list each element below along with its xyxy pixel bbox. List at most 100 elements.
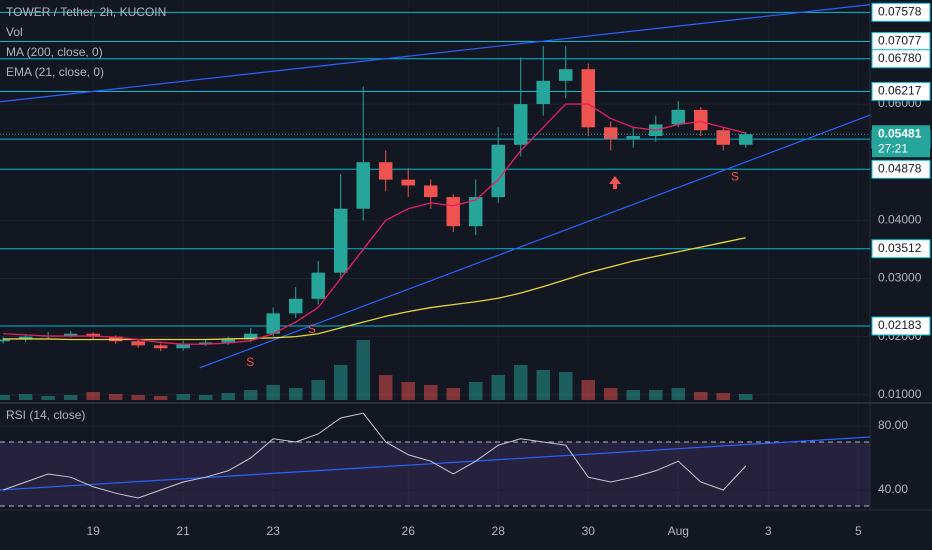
x-tick-label: 30 xyxy=(582,524,596,538)
volume-bar xyxy=(41,396,55,400)
volume-bar xyxy=(626,390,641,400)
level-label-box xyxy=(871,81,931,101)
candle-body xyxy=(491,144,505,198)
candle-body xyxy=(716,130,731,145)
candle-body xyxy=(311,272,325,299)
indicator-line xyxy=(3,237,746,341)
level-label-box xyxy=(871,49,931,69)
candle-body xyxy=(581,69,596,128)
volume-bar xyxy=(558,372,573,400)
x-tick-label: 23 xyxy=(267,524,281,538)
candle-body xyxy=(671,109,686,125)
y-tick-label: 0.04000 xyxy=(878,213,922,227)
volume-bar xyxy=(356,340,370,400)
candle-body xyxy=(153,345,168,349)
volume-bar xyxy=(198,395,213,400)
volume-bar xyxy=(221,393,235,400)
candle-body xyxy=(86,333,100,337)
volume-bar xyxy=(18,394,33,400)
level-label: 0.03512 xyxy=(878,241,922,255)
volume-bar xyxy=(0,395,10,400)
candle-body xyxy=(356,162,370,209)
rsi-line xyxy=(2,412,747,499)
volume-bar xyxy=(423,385,438,400)
volume-bar xyxy=(491,375,505,400)
candle-body xyxy=(468,197,483,227)
candle-body xyxy=(131,341,145,346)
level-label-box xyxy=(871,159,931,179)
volume-bar xyxy=(581,380,596,400)
y-tick-label: 80.00 xyxy=(878,418,908,432)
volume-bar xyxy=(536,370,550,400)
level-label-box xyxy=(871,2,931,22)
trend-line xyxy=(0,4,871,103)
candle-body xyxy=(176,343,190,349)
candle-body xyxy=(243,333,258,340)
volume-bar xyxy=(243,390,258,400)
level-label: 0.06780 xyxy=(878,51,922,65)
candle-body xyxy=(604,127,618,139)
level-label: 0.02183 xyxy=(878,318,922,332)
level-label: 0.06217 xyxy=(878,84,922,98)
level-label: 0.07077 xyxy=(878,34,922,48)
indicator-line xyxy=(3,103,746,345)
candle-body xyxy=(333,208,348,273)
annotation: S xyxy=(731,169,739,183)
candle-body xyxy=(626,136,641,139)
x-tick-label: 21 xyxy=(177,524,191,538)
volume-bar xyxy=(108,394,123,400)
candle-body xyxy=(446,197,460,227)
volume-bar xyxy=(86,392,100,400)
volume-bar xyxy=(604,388,618,400)
y-tick-label: 0.03000 xyxy=(878,271,922,285)
candle-body xyxy=(266,313,280,334)
candle-body xyxy=(18,336,33,340)
volume-bar xyxy=(716,393,731,400)
candle-body xyxy=(536,80,550,105)
indicator-label: RSI (14, close) xyxy=(6,408,85,422)
candle-body xyxy=(401,179,415,186)
volume-bar xyxy=(446,388,460,400)
volume-bar xyxy=(739,394,753,400)
candle-body xyxy=(694,109,708,131)
candle-body xyxy=(288,298,303,314)
indicator-label: MA (200, close, 0) xyxy=(6,45,103,59)
level-label: 0.07578 xyxy=(878,4,922,18)
last-price-box xyxy=(872,125,930,158)
volume-bar xyxy=(513,365,528,400)
y-tick-label: 0.01000 xyxy=(878,387,922,401)
candle-body xyxy=(739,134,753,145)
chart-title: TOWER / Tether, 2h, KUCOIN xyxy=(6,5,166,19)
x-tick-label: 28 xyxy=(492,524,506,538)
annotation: S xyxy=(308,322,316,336)
volume-bar xyxy=(311,380,325,400)
x-tick-label: 26 xyxy=(402,524,416,538)
level-label-box xyxy=(871,239,931,259)
candle-body xyxy=(0,339,10,342)
volume-bar xyxy=(333,365,348,400)
candle-body xyxy=(198,342,213,344)
annotation: S xyxy=(246,355,254,369)
indicator-label: EMA (21, close, 0) xyxy=(6,65,104,79)
trend-line xyxy=(199,114,871,369)
level-label: 0.04878 xyxy=(878,161,922,175)
x-tick-label: 5 xyxy=(855,524,862,538)
candle-body xyxy=(221,339,235,343)
last-price-label: 0.05481 xyxy=(878,126,922,140)
x-tick-label: Aug xyxy=(668,524,689,538)
candle-body xyxy=(63,333,78,336)
volume-bar xyxy=(131,395,145,400)
volume-bar xyxy=(694,392,708,400)
volume-bar xyxy=(153,396,168,400)
candle-body xyxy=(513,104,528,145)
candle-body xyxy=(378,162,393,180)
candle-body xyxy=(423,185,438,198)
volume-bar xyxy=(288,388,303,400)
x-tick-label: 19 xyxy=(86,524,100,538)
y-tick-label: 40.00 xyxy=(878,482,908,496)
volume-bar xyxy=(176,394,190,400)
arrow-up xyxy=(609,176,621,189)
countdown: 27:21 xyxy=(878,141,908,155)
